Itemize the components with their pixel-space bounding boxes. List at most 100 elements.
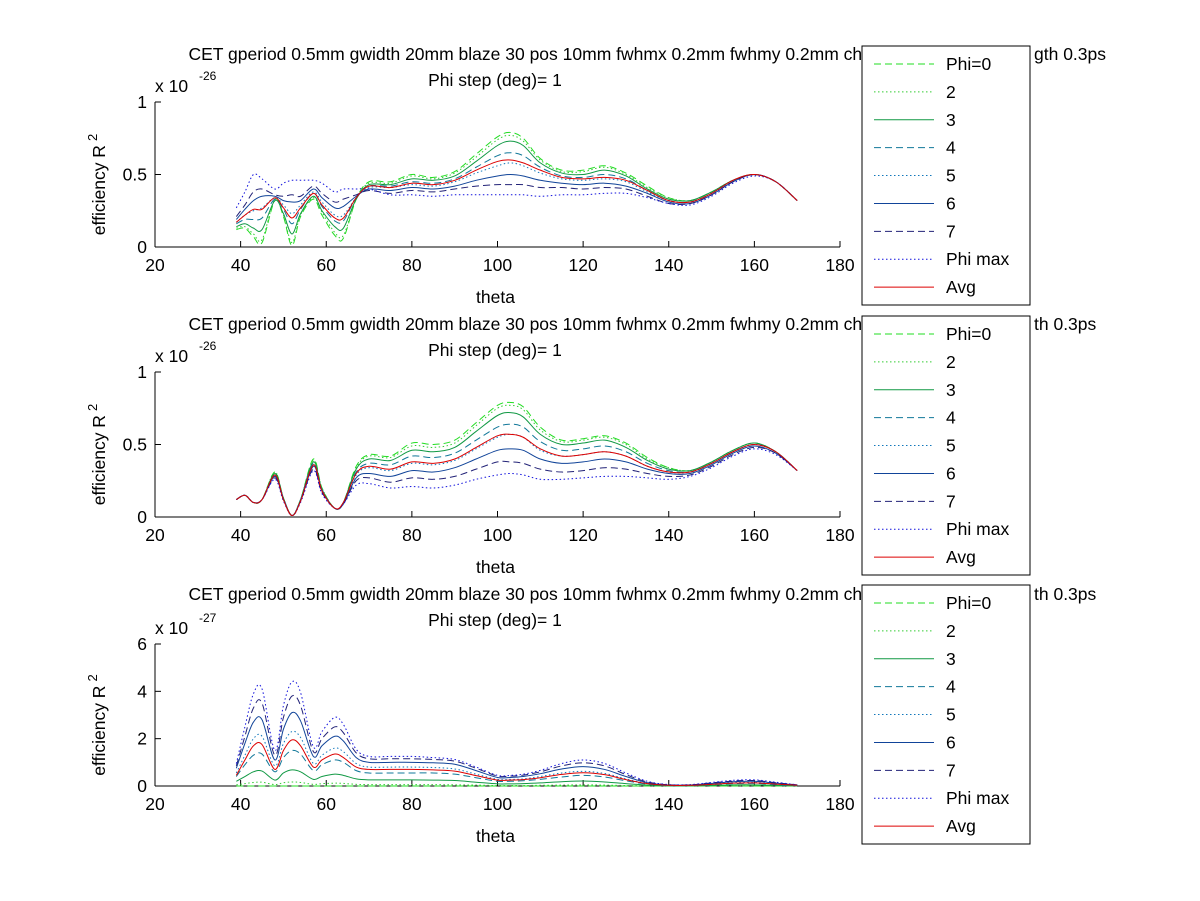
chart-title: CET gperiod 0.5mm gwidth 20mm blaze 30 p…	[188, 314, 921, 334]
series-line-6	[236, 445, 798, 517]
legend-label: 5	[946, 436, 956, 456]
legend-label: 7	[946, 491, 956, 511]
x-tick-label: 80	[402, 525, 422, 545]
series-line-phi-max	[235, 173, 798, 209]
legend-label: 2	[946, 352, 956, 372]
y-tick-label: 4	[137, 681, 147, 701]
x-tick-label: 100	[483, 525, 512, 545]
y-axis-label-main: efficiency R	[89, 415, 109, 505]
x-tick-label: 80	[402, 794, 422, 814]
legend-label: Avg	[946, 277, 976, 297]
x-tick-label: 180	[825, 794, 854, 814]
x-tick-label: 180	[825, 525, 854, 545]
y-tick-label: 1	[137, 362, 147, 382]
legend-label: 3	[946, 110, 956, 130]
y-axis-label-main: efficiency R	[89, 686, 109, 776]
legend-label: 6	[946, 732, 956, 752]
legend: Phi=0 2 3 4 5 6 7 Phi max Avg	[861, 315, 1031, 576]
legend-label: Phi=0	[946, 324, 992, 344]
legend-label: Avg	[946, 547, 976, 567]
y-exponent-base: x 10	[155, 618, 188, 638]
y-axis-label: efficiency R 2	[85, 404, 109, 505]
subplot-1: CET gperiod 0.5mm gwidth 20mm blaze 30 p…	[85, 44, 1106, 307]
x-tick-label: 120	[569, 255, 598, 275]
x-tick-label: 60	[317, 255, 337, 275]
y-axis-label-sup: 2	[85, 674, 100, 681]
legend-label: Phi=0	[946, 54, 992, 74]
legend-label: Phi=0	[946, 593, 992, 613]
series-line-7	[235, 173, 798, 217]
legend-label: 6	[946, 463, 956, 483]
x-tick-label: 140	[654, 525, 683, 545]
x-tick-label: 120	[569, 794, 598, 814]
x-tick-label: 100	[483, 794, 512, 814]
legend-label: 5	[946, 166, 956, 186]
x-tick-label: 60	[317, 794, 337, 814]
y-tick-label: 2	[137, 729, 147, 749]
legend-label: 4	[946, 138, 956, 158]
x-tick-label: 20	[145, 794, 165, 814]
chart-title-tail: th 0.3ps	[1034, 314, 1097, 334]
y-tick-label: 0.5	[123, 165, 147, 185]
legend-label: 4	[946, 677, 956, 697]
x-tick-label: 140	[654, 794, 683, 814]
chart-subtitle: Phi step (deg)= 1	[428, 340, 562, 360]
chart-title: CET gperiod 0.5mm gwidth 20mm blaze 30 p…	[188, 44, 921, 64]
legend-label: Avg	[946, 816, 976, 836]
x-tick-label: 40	[231, 794, 251, 814]
y-exponent-power: -27	[199, 611, 217, 625]
y-exponent-base: x 10	[155, 346, 188, 366]
chart-title-tail: gth 0.3ps	[1034, 44, 1106, 64]
y-axis-label-main: efficiency R	[89, 145, 109, 235]
series-line-avg	[235, 739, 798, 786]
x-tick-label: 160	[740, 255, 769, 275]
series-line-7	[236, 446, 798, 517]
series-line-7	[235, 694, 798, 786]
legend: Phi=0 2 3 4 5 6 7 Phi max Avg	[861, 584, 1031, 845]
legend-box	[861, 315, 1031, 576]
y-tick-label: 0	[137, 507, 147, 527]
legend-label: 2	[946, 82, 956, 102]
x-tick-label: 20	[145, 255, 165, 275]
series-line-6	[235, 173, 798, 220]
legend-label: 3	[946, 649, 956, 669]
chart-title: CET gperiod 0.5mm gwidth 20mm blaze 30 p…	[188, 584, 921, 604]
y-tick-label: 1	[137, 92, 147, 112]
x-tick-label: 120	[569, 525, 598, 545]
x-tick-label: 160	[740, 794, 769, 814]
x-tick-label: 80	[402, 255, 422, 275]
subplot-2: CET gperiod 0.5mm gwidth 20mm blaze 30 p…	[85, 314, 1097, 577]
x-axis-label: theta	[476, 826, 515, 846]
legend-label: 4	[946, 408, 956, 428]
y-tick-label: 6	[137, 634, 147, 654]
y-exponent-power: -26	[199, 69, 217, 83]
y-tick-label: 0.5	[123, 435, 147, 455]
series-line-3	[236, 140, 798, 235]
y-axis-label: efficiency R 2	[85, 134, 109, 235]
subplot-3: CET gperiod 0.5mm gwidth 20mm blaze 30 p…	[85, 584, 1097, 846]
series-line-5	[236, 433, 798, 517]
legend-label: 2	[946, 621, 956, 641]
x-tick-label: 40	[231, 255, 251, 275]
series-line-phi-max	[235, 680, 798, 786]
series-line-phi-0	[236, 131, 798, 247]
series-line-2	[236, 134, 798, 244]
legend-label: 3	[946, 380, 956, 400]
x-tick-label: 20	[145, 525, 165, 545]
legend-label: 6	[946, 193, 956, 213]
x-tick-label: 100	[483, 255, 512, 275]
legend-label: Phi max	[946, 788, 1009, 808]
x-tick-label: 40	[231, 525, 251, 545]
legend-label: 7	[946, 760, 956, 780]
legend-label: Phi max	[946, 249, 1009, 269]
x-tick-label: 180	[825, 255, 854, 275]
chart-subtitle: Phi step (deg)= 1	[428, 70, 562, 90]
chart-subtitle: Phi step (deg)= 1	[428, 610, 562, 630]
chart-title-tail: th 0.3ps	[1034, 584, 1097, 604]
x-tick-label: 140	[654, 255, 683, 275]
series-line-2	[236, 404, 798, 517]
x-tick-label: 60	[317, 525, 337, 545]
y-tick-label: 0	[137, 776, 147, 796]
legend-label: Phi max	[946, 519, 1009, 539]
